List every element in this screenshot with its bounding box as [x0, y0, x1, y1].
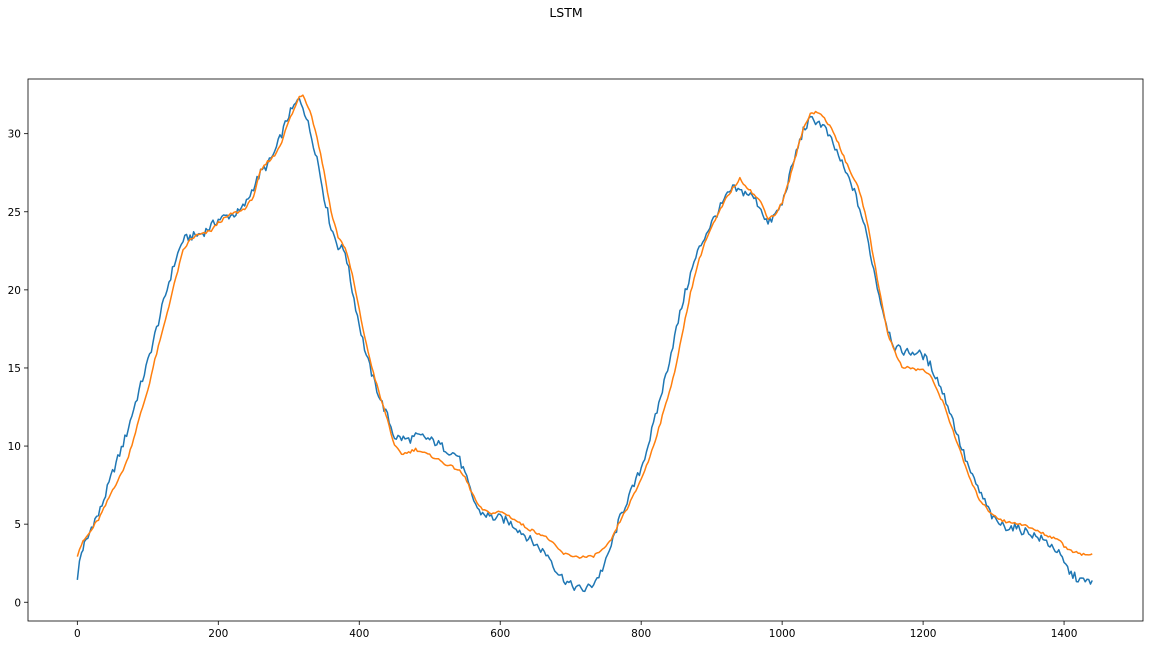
y-tick-label: 20 — [8, 285, 21, 297]
x-axis: 0 200 400 600 800 1000 1200 1400 — [74, 621, 1077, 640]
y-tick-label: 10 — [8, 441, 21, 453]
y-tick-label: 0 — [14, 597, 21, 609]
y-tick-label: 5 — [14, 519, 21, 531]
x-tick-label: 200 — [208, 628, 228, 640]
y-tick-label: 30 — [8, 129, 21, 141]
series-line-1 — [76, 97, 1093, 593]
x-tick-label: 1400 — [1051, 628, 1078, 640]
y-axis: 0 5 10 15 20 25 30 — [8, 129, 28, 609]
y-tick-label: 15 — [8, 363, 21, 375]
x-tick-label: 1000 — [769, 628, 796, 640]
chart-title: LSTM — [549, 5, 582, 20]
x-tick-label: 0 — [74, 628, 81, 640]
x-tick-label: 1200 — [910, 628, 937, 640]
plot-area: 0 200 400 600 800 1000 1200 1400 0 5 10 15 20 25 30 — [8, 78, 1144, 640]
x-tick-label: 600 — [490, 628, 510, 640]
x-tick-label: 800 — [631, 628, 651, 640]
series-layer — [76, 94, 1093, 593]
y-tick-label: 25 — [8, 207, 21, 219]
x-tick-label: 400 — [349, 628, 369, 640]
axes-frame — [27, 78, 1144, 622]
series-line-2 — [76, 94, 1093, 559]
